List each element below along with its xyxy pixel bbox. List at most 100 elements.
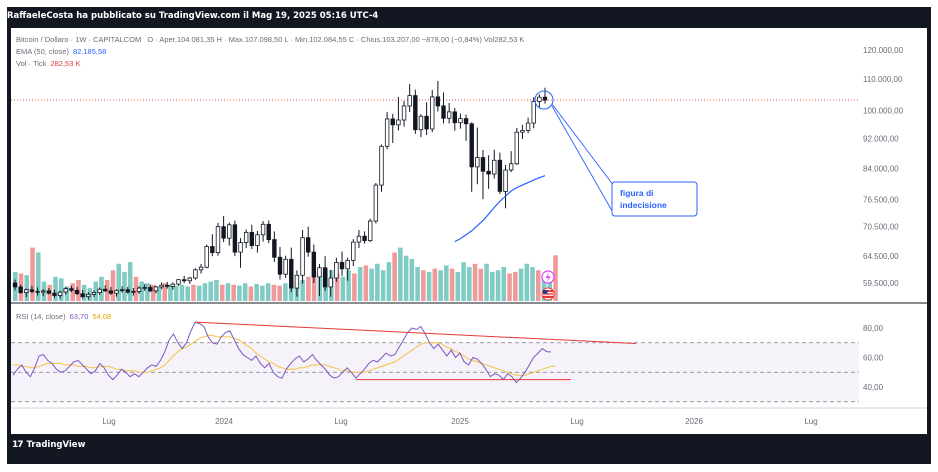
rsi-tick-label: 80,00 (863, 324, 884, 333)
candle-down (486, 170, 491, 175)
candle-down (339, 262, 345, 270)
price-tick-label: 92.000,00 (863, 134, 899, 143)
rsi-legend: RSI (14, close) 63,70 54,08 (16, 312, 111, 321)
candle-down (46, 290, 52, 294)
candle-down (441, 105, 446, 119)
rsi-tick-label: 40,00 (863, 383, 884, 392)
candle-up (193, 269, 198, 279)
volume-bar (478, 268, 484, 301)
candle-up (368, 220, 373, 242)
volume-bar (357, 267, 363, 301)
candle-up (131, 291, 136, 293)
candle-up (142, 287, 147, 289)
annotation-callout[interactable]: figura di indecisione (534, 90, 698, 217)
volume-bar (472, 263, 478, 301)
rsi-tick-label: 60,00 (863, 354, 884, 363)
candle-down (480, 157, 486, 172)
candle-up (458, 118, 463, 124)
candle-up (503, 169, 508, 192)
price-tick-label: 59.500,00 (863, 279, 899, 288)
volume-bar (225, 283, 231, 301)
rsi-panel: 80,00 60,00 40,00 (11, 321, 884, 403)
time-tick-label: Lug (804, 417, 817, 426)
candle-up (418, 115, 424, 131)
candle-up (492, 159, 497, 175)
ema-line-layer (454, 175, 546, 243)
volume-bar (260, 285, 265, 301)
volume-bars (13, 247, 558, 301)
candle-up (531, 100, 536, 124)
candle-down (362, 235, 367, 242)
candle-up (260, 223, 266, 236)
volume-bar (81, 284, 87, 301)
callout-text-line2: indecisione (620, 200, 667, 210)
volume-bar (196, 285, 202, 301)
volume-bar (409, 258, 415, 301)
candle-up (537, 96, 542, 102)
price-tick-label: 120.000,00 (863, 46, 904, 55)
price-chart-svg[interactable]: 80,00 60,00 40,00 120.000,00 110.000,00 100.… (11, 28, 927, 434)
candle-down (165, 284, 170, 287)
candle-up (401, 105, 407, 121)
volume-bar (518, 268, 524, 301)
volume-bar (398, 247, 403, 301)
volume-bar (495, 270, 501, 301)
tradingview-footer[interactable]: 17 TradingView (12, 438, 85, 452)
candles (12, 81, 548, 300)
candle-down (311, 251, 317, 278)
volume-bar (214, 279, 219, 301)
volume-bar (53, 276, 58, 301)
volume-bar (242, 283, 248, 301)
candle-down (29, 289, 35, 292)
volume-bar (70, 283, 76, 301)
candle-down (452, 111, 457, 124)
volume-bar (536, 270, 541, 301)
candle-up (159, 284, 164, 288)
candle-up (345, 259, 350, 270)
time-tick-label: 2025 (451, 417, 469, 426)
candle-down (542, 96, 548, 101)
time-tick-label: Lug (334, 417, 347, 426)
volume-bar (432, 268, 438, 301)
volume-bar (490, 271, 495, 301)
volume-bar (254, 284, 259, 301)
candle-down (277, 256, 283, 275)
candle-up (317, 267, 322, 278)
lightning-icon[interactable] (541, 270, 555, 284)
volume-bar (156, 286, 162, 301)
price-tick-label: 70.500,00 (863, 223, 899, 232)
volume-bar (461, 262, 466, 301)
price-tick-label: 64.500,00 (863, 252, 899, 261)
candle-up (373, 184, 379, 222)
price-tick-label: 76.500,00 (863, 196, 899, 205)
candle-up (187, 277, 192, 282)
volume-bar (231, 284, 236, 301)
us-flag-icon[interactable] (541, 287, 555, 301)
volume-bar (202, 283, 208, 301)
volume-bar (237, 285, 242, 301)
candle-up (227, 224, 232, 239)
candle-up (384, 118, 390, 147)
volume-bar (122, 271, 127, 301)
callout-lines (551, 103, 616, 217)
volume-bar (208, 281, 213, 301)
candle-down (435, 96, 441, 107)
candle-up (40, 290, 46, 293)
chart-area[interactable]: 80,00 60,00 40,00 120.000,00 110.000,00 100.… (11, 28, 927, 434)
volume-bar (277, 285, 282, 301)
candle-down (18, 286, 23, 294)
candle-down (210, 246, 215, 254)
candle-down (103, 288, 108, 292)
publish-line: RaffaeleCosta ha pubblicato su TradingVi… (7, 11, 379, 21)
candle-down (35, 291, 40, 293)
volume-bar (93, 281, 99, 301)
candle-down (108, 290, 114, 294)
time-tick-label: Lug (102, 417, 115, 426)
ema-legend: EMA (50, close) 82.185,58 (16, 47, 106, 56)
volume-bar (173, 285, 179, 301)
candle-up (508, 163, 514, 171)
volume-bar (265, 283, 271, 301)
candle-down (390, 118, 395, 126)
volume-bar (145, 283, 150, 301)
candle-down (322, 267, 328, 288)
